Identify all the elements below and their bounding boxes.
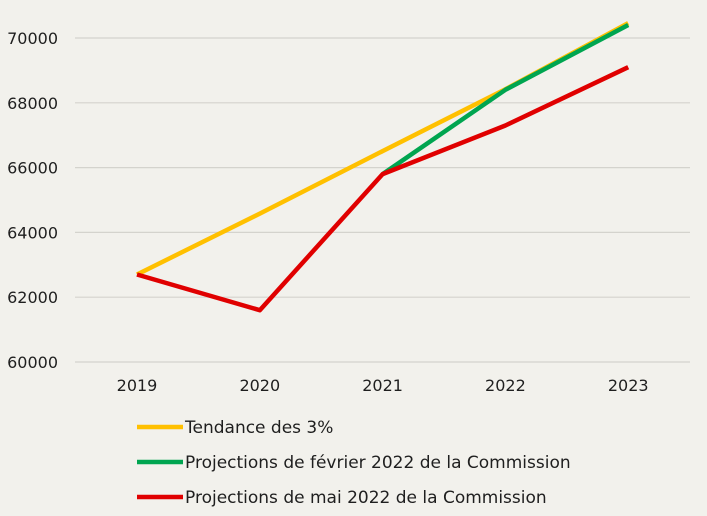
x-axis-tick-labels: 2019 2020 2021 2022 2023	[117, 376, 649, 395]
series-lines	[136, 21, 630, 313]
series-line-1	[136, 21, 630, 277]
x-tick-label: 2021	[362, 376, 403, 395]
y-tick-label: 68000	[7, 94, 58, 113]
legend-label-2: Projections de février 2022 de la Commis…	[185, 453, 571, 473]
series-line-3	[136, 65, 630, 313]
legend: Tendance des 3% Projections de février 20…	[137, 418, 571, 508]
x-tick-label: 2022	[485, 376, 526, 395]
y-axis-tick-labels: 60000 62000 64000 66000 68000 70000	[7, 29, 58, 372]
x-tick-label: 2023	[608, 376, 649, 395]
y-tick-label: 64000	[7, 223, 58, 242]
y-tick-label: 62000	[7, 288, 58, 307]
series-line-2	[381, 23, 630, 176]
y-tick-label: 70000	[7, 29, 58, 48]
legend-label-3: Projections de mai 2022 de la Commission	[185, 488, 547, 508]
grid-lines	[75, 37, 690, 363]
y-tick-label: 66000	[7, 159, 58, 178]
legend-label-1: Tendance des 3%	[184, 418, 333, 438]
y-tick-label: 60000	[7, 353, 58, 372]
x-tick-label: 2019	[117, 376, 158, 395]
x-tick-label: 2020	[239, 376, 280, 395]
